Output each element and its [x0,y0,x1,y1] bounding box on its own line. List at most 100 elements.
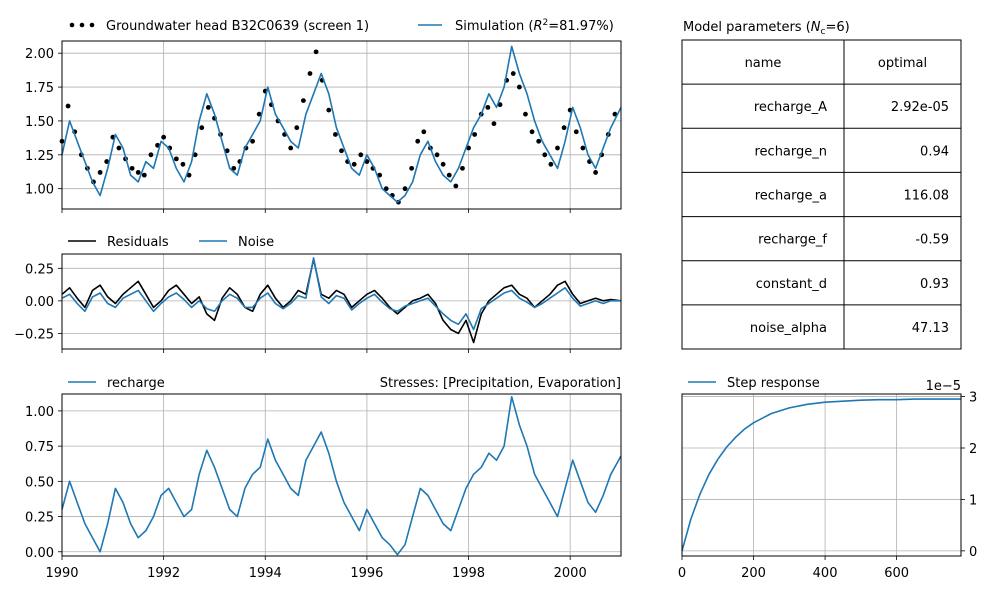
observed-point [421,129,427,135]
legend-obs-marker [69,22,75,28]
table-cell-name: recharge_n [754,144,827,159]
table-cell-value: 47.13 [912,321,949,336]
x-tick-label: 1992 [147,566,180,581]
x-tick-label: 1994 [249,566,282,581]
observed-point [148,152,154,158]
y-tick-label: 0.00 [25,546,54,561]
head-ticks: 1.00 1.25 1.50 1.75 2.00 [25,47,571,213]
observed-point [256,111,262,117]
residuals-series [61,257,622,344]
step-offset-label: 1e−5 [926,379,961,394]
observed-point [446,172,452,178]
table-cell-name: recharge_A [754,100,827,115]
residuals-line [61,258,622,344]
parameter-table: Model parameters (Nc=6) name optimal recha… [681,20,962,350]
residuals-legend: Residuals Noise [68,235,274,250]
observed-point [555,145,560,151]
observed-point [180,161,186,167]
x-tick-label: 1990 [45,566,78,581]
recharge-ticks: 1990 1992 1994 1996 1998 2000 0.00 0.25 0.50 0.75… [25,405,587,581]
residuals-ticks: −0.25 0.00 0.25 [14,262,571,353]
parameter-table-cells: name optimal recharge_A 2.92e-05 recharge_n 0… [681,39,962,350]
observed-point [466,145,471,151]
observed-point [205,104,211,110]
observed-point [161,134,167,140]
legend-noise-label: Noise [238,235,274,250]
observed-point [516,84,522,90]
observed-point [383,186,389,192]
observed-point [364,159,370,164]
table-cell-name: recharge_f [758,233,827,248]
y-tick-label: 1.25 [25,149,54,164]
recharge-panel: 1990 1992 1994 1996 1998 2000 0.00 0.25 0.50 0.75… [25,376,622,581]
head-series [59,45,622,205]
observed-point [294,125,300,131]
x-tick-label: 200 [741,566,766,581]
observed-point [402,186,408,192]
step-series [681,398,961,552]
legend-residuals-label: Residuals [107,235,169,250]
observed-point [548,161,554,167]
recharge-axes-frame [61,393,622,557]
observed-point [135,170,141,175]
step-line [681,398,961,552]
x-tick-label: 400 [813,566,838,581]
observed-point [326,107,332,113]
step-ticks: 0 200 400 600 0 1 2 3 [678,391,977,581]
head-axes-frame [61,40,622,210]
observed-point [497,102,503,108]
table-cell-value: 2.92e-05 [891,100,949,115]
legend-step-label: Step response [727,376,820,391]
recharge-grid [61,394,621,556]
y-tick-label: 1.00 [25,405,54,420]
observed-point [542,152,548,158]
step-axes-frame [681,393,962,557]
y-tick-label: 0 [969,545,977,560]
observed-point [453,183,459,189]
y-tick-label: 0.50 [25,475,54,490]
observed-point [491,121,497,127]
y-tick-label: 1.00 [25,183,54,198]
y-tick-label: 3 [969,391,977,406]
table-cell-value: -0.59 [915,233,949,248]
table-cell-value: 0.93 [920,277,949,292]
observed-point [415,138,421,144]
y-tick-label: 0.25 [25,511,54,526]
observed-point [580,145,586,151]
observed-point [536,138,542,144]
table-header-optimal: optimal [878,56,927,71]
observed-point [288,145,294,151]
head-grid [61,41,621,209]
observed-point [612,111,618,117]
observed-point [573,129,579,135]
x-tick-label: 1996 [350,566,383,581]
observed-point [250,138,255,144]
table-frame [681,39,962,350]
x-tick-label: 1998 [452,566,485,581]
y-tick-label: 1.50 [25,115,54,130]
y-tick-label: 0.00 [25,295,54,310]
residuals-axes-frame [61,253,622,350]
observed-point [300,98,306,104]
y-tick-label: 2 [969,442,977,457]
observed-point [529,129,535,135]
y-tick-label: 1.75 [25,81,54,96]
observed-point [472,132,478,137]
table-cell-name: recharge_a [755,189,827,204]
head-panel: 1.00 1.25 1.50 1.75 2.00 Groundwater head B3… [25,18,622,213]
observed-point [224,148,230,154]
observed-point [192,152,198,158]
observed-point [510,71,516,76]
y-tick-label: 0.75 [25,440,54,455]
recharge-line [61,395,622,556]
x-tick-label: 0 [678,566,686,581]
y-tick-label: 2.00 [25,47,54,62]
observed-point [173,156,179,162]
table-cell-value: 0.94 [920,144,949,159]
legend-obs-marker [89,22,95,28]
observed-point [307,71,313,76]
legend-recharge-label: recharge [107,376,165,391]
observed-point [561,125,567,131]
observed-point [440,161,446,167]
